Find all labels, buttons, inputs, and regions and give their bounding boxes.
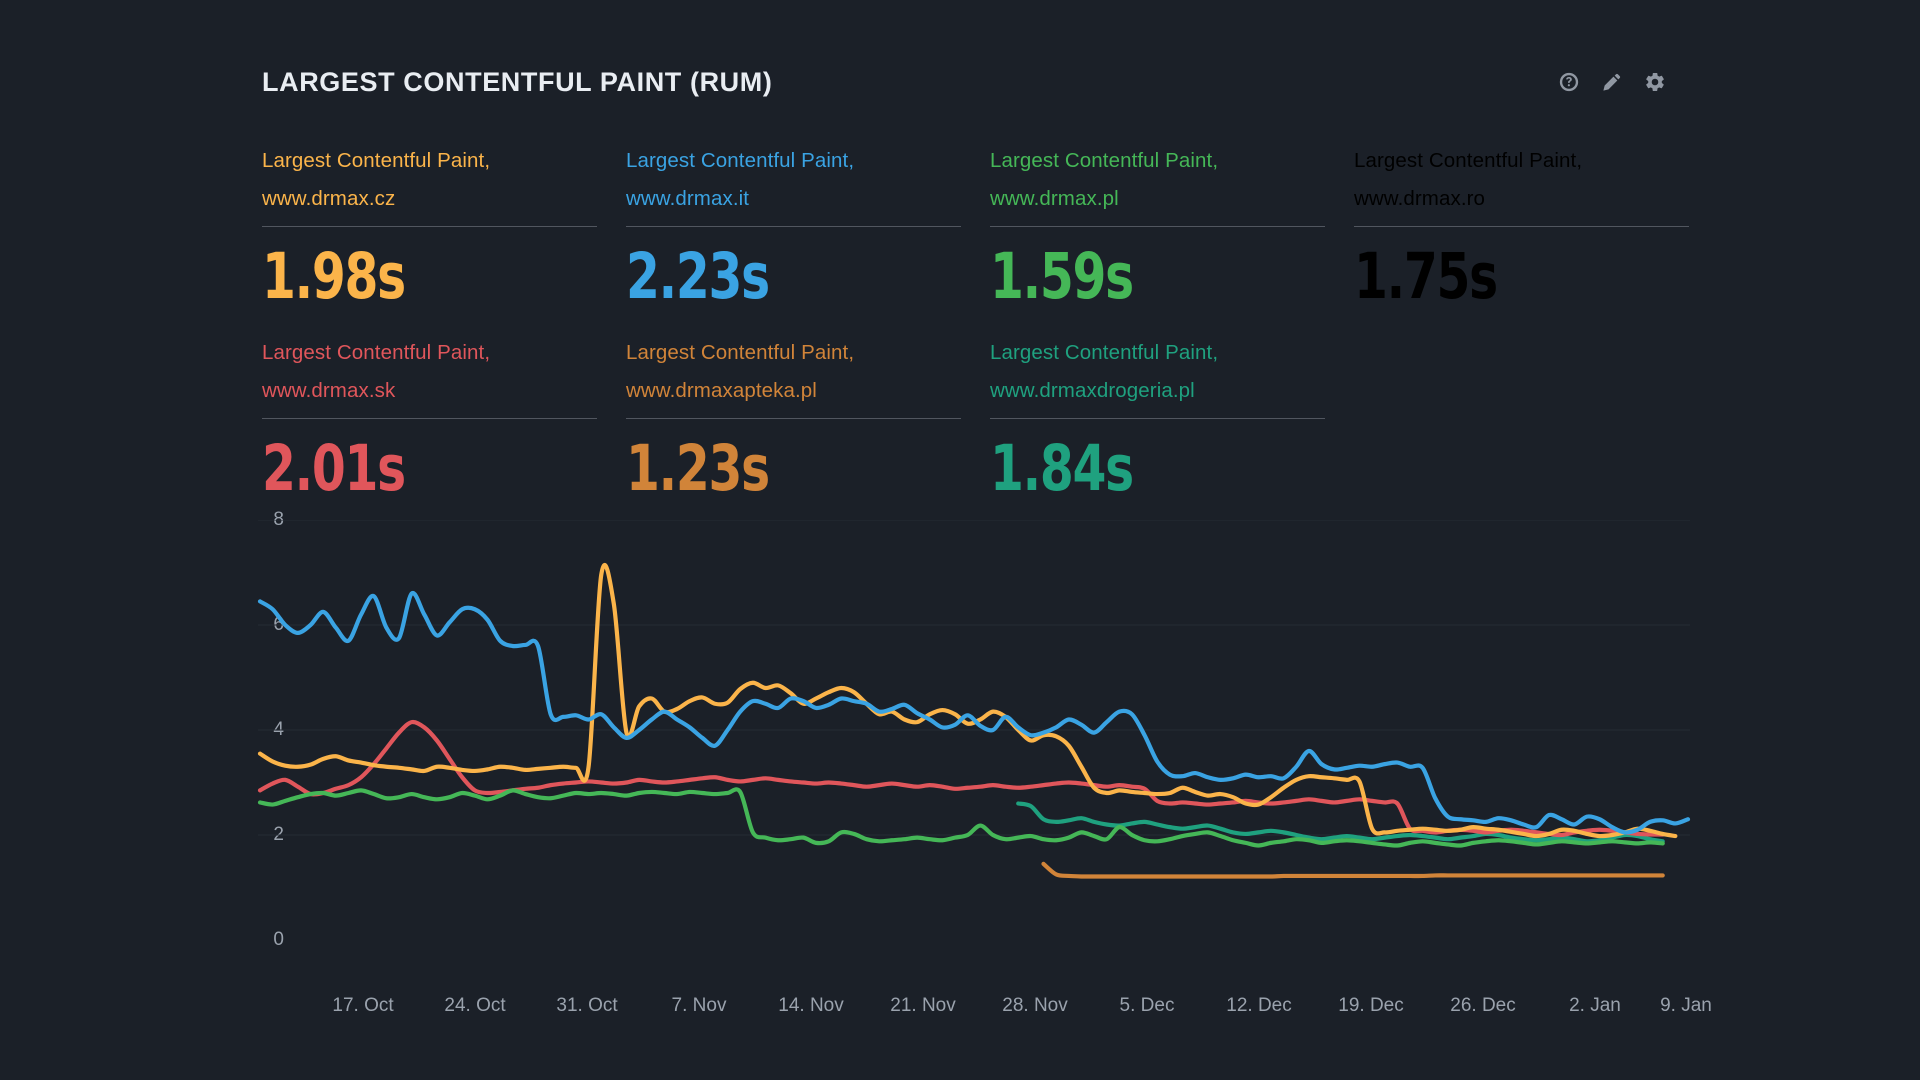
x-axis-tick-label: 28. Nov — [1002, 995, 1068, 1016]
stat-card-label: Largest Contentful Paint, www.drmax.cz — [262, 149, 496, 210]
stat-cards-grid: Largest Contentful Paint, www.drmax.cz 1.… — [262, 138, 1702, 522]
chart-series-line — [1041, 861, 1665, 879]
stat-card-label: Largest Contentful Paint, www.drmax.ro — [1354, 149, 1588, 210]
stat-card-value: 1.59s — [990, 240, 1134, 313]
x-axis-tick-label: 21. Nov — [890, 995, 956, 1016]
chart-x-axis: 17. Oct 24. Oct 31. Oct 7. Nov 14. Nov 21. No… — [300, 995, 1712, 1025]
stat-card-divider — [626, 418, 961, 419]
stat-card-value: 1.23s — [626, 432, 770, 505]
gear-icon[interactable] — [1644, 71, 1666, 93]
stat-card[interactable]: Largest Contentful Paint, www.drmax.pl 1.… — [990, 138, 1325, 330]
stat-card-value: 1.84s — [990, 432, 1134, 505]
stat-card-value: 1.98s — [262, 240, 406, 313]
chart-series-line — [1016, 801, 1665, 844]
chart-series-line — [257, 719, 1665, 838]
timeseries-chart[interactable] — [250, 520, 1700, 940]
stat-card-label: Largest Contentful Paint, www.drmax.it — [626, 149, 860, 210]
edit-pencil-icon[interactable] — [1601, 71, 1623, 93]
stat-card-value: 1.75s — [1354, 240, 1498, 313]
chart-series-line — [257, 590, 1691, 835]
panel-header: Largest Contentful Paint (RUM) — [262, 62, 1670, 102]
stat-card[interactable]: Largest Contentful Paint, www.drmax.sk 2.… — [262, 330, 597, 522]
stat-card[interactable]: Largest Contentful Paint, www.drmax.cz 1.… — [262, 138, 597, 330]
x-axis-tick-label: 19. Dec — [1338, 995, 1404, 1016]
stat-card-divider — [262, 418, 597, 419]
panel-header-actions — [1558, 71, 1670, 93]
x-axis-tick-label: 17. Oct — [332, 995, 394, 1016]
x-axis-tick-label: 9. Jan — [1660, 995, 1712, 1016]
stat-card[interactable]: Largest Contentful Paint, www.drmax.it 2.… — [626, 138, 961, 330]
x-axis-tick-label: 26. Dec — [1450, 995, 1516, 1016]
x-axis-tick-label: 12. Dec — [1226, 995, 1292, 1016]
chart-series-line — [257, 563, 1678, 839]
chart-series-line — [257, 787, 1665, 848]
stat-card-label: Largest Contentful Paint, www.drmaxaptek… — [626, 341, 860, 402]
stat-card-divider — [990, 418, 1325, 419]
stat-card-value: 2.23s — [626, 240, 770, 313]
x-axis-tick-label: 14. Nov — [778, 995, 844, 1016]
stat-card-divider — [990, 226, 1325, 227]
stat-card-divider — [1354, 226, 1689, 227]
help-icon[interactable] — [1558, 71, 1580, 93]
stat-card-divider — [262, 226, 597, 227]
stat-card[interactable]: Largest Contentful Paint, www.drmaxaptek… — [626, 330, 961, 522]
x-axis-tick-label: 31. Oct — [556, 995, 618, 1016]
stat-card-label: Largest Contentful Paint, www.drmax.pl — [990, 149, 1224, 210]
stat-card-label: Largest Contentful Paint, www.drmax.sk — [262, 341, 496, 402]
stat-card-label: Largest Contentful Paint, www.drmaxdroge… — [990, 341, 1224, 402]
x-axis-tick-label: 24. Oct — [444, 995, 506, 1016]
x-axis-tick-label: 2. Jan — [1569, 995, 1621, 1016]
x-axis-tick-label: 7. Nov — [671, 995, 727, 1016]
stat-card-divider — [626, 226, 961, 227]
x-axis-tick-label: 5. Dec — [1119, 995, 1175, 1016]
y-axis-tick-label: 0 — [273, 929, 284, 950]
stat-card-value: 2.01s — [262, 432, 406, 505]
page-title: Largest Contentful Paint (RUM) — [262, 66, 773, 97]
stat-card[interactable]: Largest Contentful Paint, www.drmax.ro 1.… — [1354, 138, 1689, 330]
stat-card[interactable]: Largest Contentful Paint, www.drmaxdroge… — [990, 330, 1325, 522]
